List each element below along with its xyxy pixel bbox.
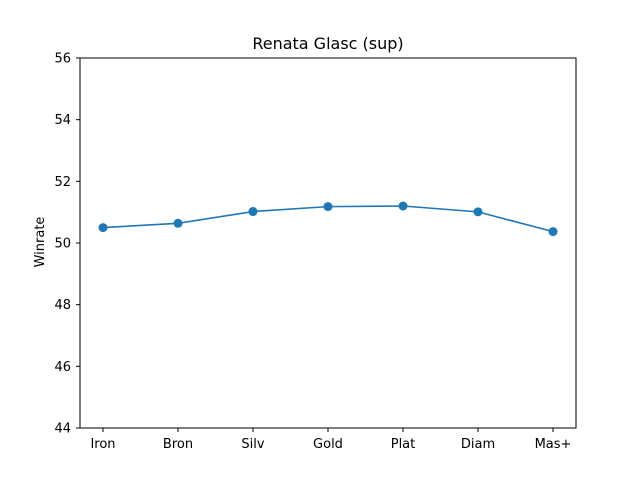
- y-tick-label: 52: [54, 175, 71, 190]
- y-tick-label: 44: [54, 422, 71, 437]
- y-tick-label: 46: [54, 360, 71, 375]
- y-axis-label: Winrate: [33, 217, 48, 268]
- x-tick-label: Silv: [241, 437, 264, 452]
- x-axis-ticks: Iron Bron Silv Gold Plat Diam Mas+: [90, 428, 571, 452]
- data-point: [323, 202, 333, 212]
- data-point: [173, 218, 183, 228]
- x-tick-label: Mas+: [535, 437, 572, 452]
- y-axis-ticks: 44 46 48 50 52 54 56: [54, 52, 80, 437]
- data-point: [248, 207, 258, 217]
- x-tick-label: Gold: [313, 437, 343, 452]
- x-tick-label: Bron: [163, 437, 193, 452]
- y-tick-label: 48: [54, 298, 71, 313]
- data-point: [548, 227, 558, 237]
- x-tick-label: Plat: [391, 437, 416, 452]
- x-tick-label: Iron: [90, 437, 115, 452]
- plot-area-frame: [79, 57, 577, 429]
- data-point: [473, 207, 483, 217]
- data-point: [98, 223, 108, 233]
- data-point: [398, 201, 408, 211]
- x-tick-label: Diam: [461, 437, 495, 452]
- y-tick-label: 54: [54, 113, 71, 128]
- chart-title: Renata Glasc (sup): [252, 34, 403, 53]
- series-layer: [98, 201, 558, 237]
- y-tick-label: 56: [54, 52, 71, 67]
- y-tick-label: 50: [54, 237, 71, 252]
